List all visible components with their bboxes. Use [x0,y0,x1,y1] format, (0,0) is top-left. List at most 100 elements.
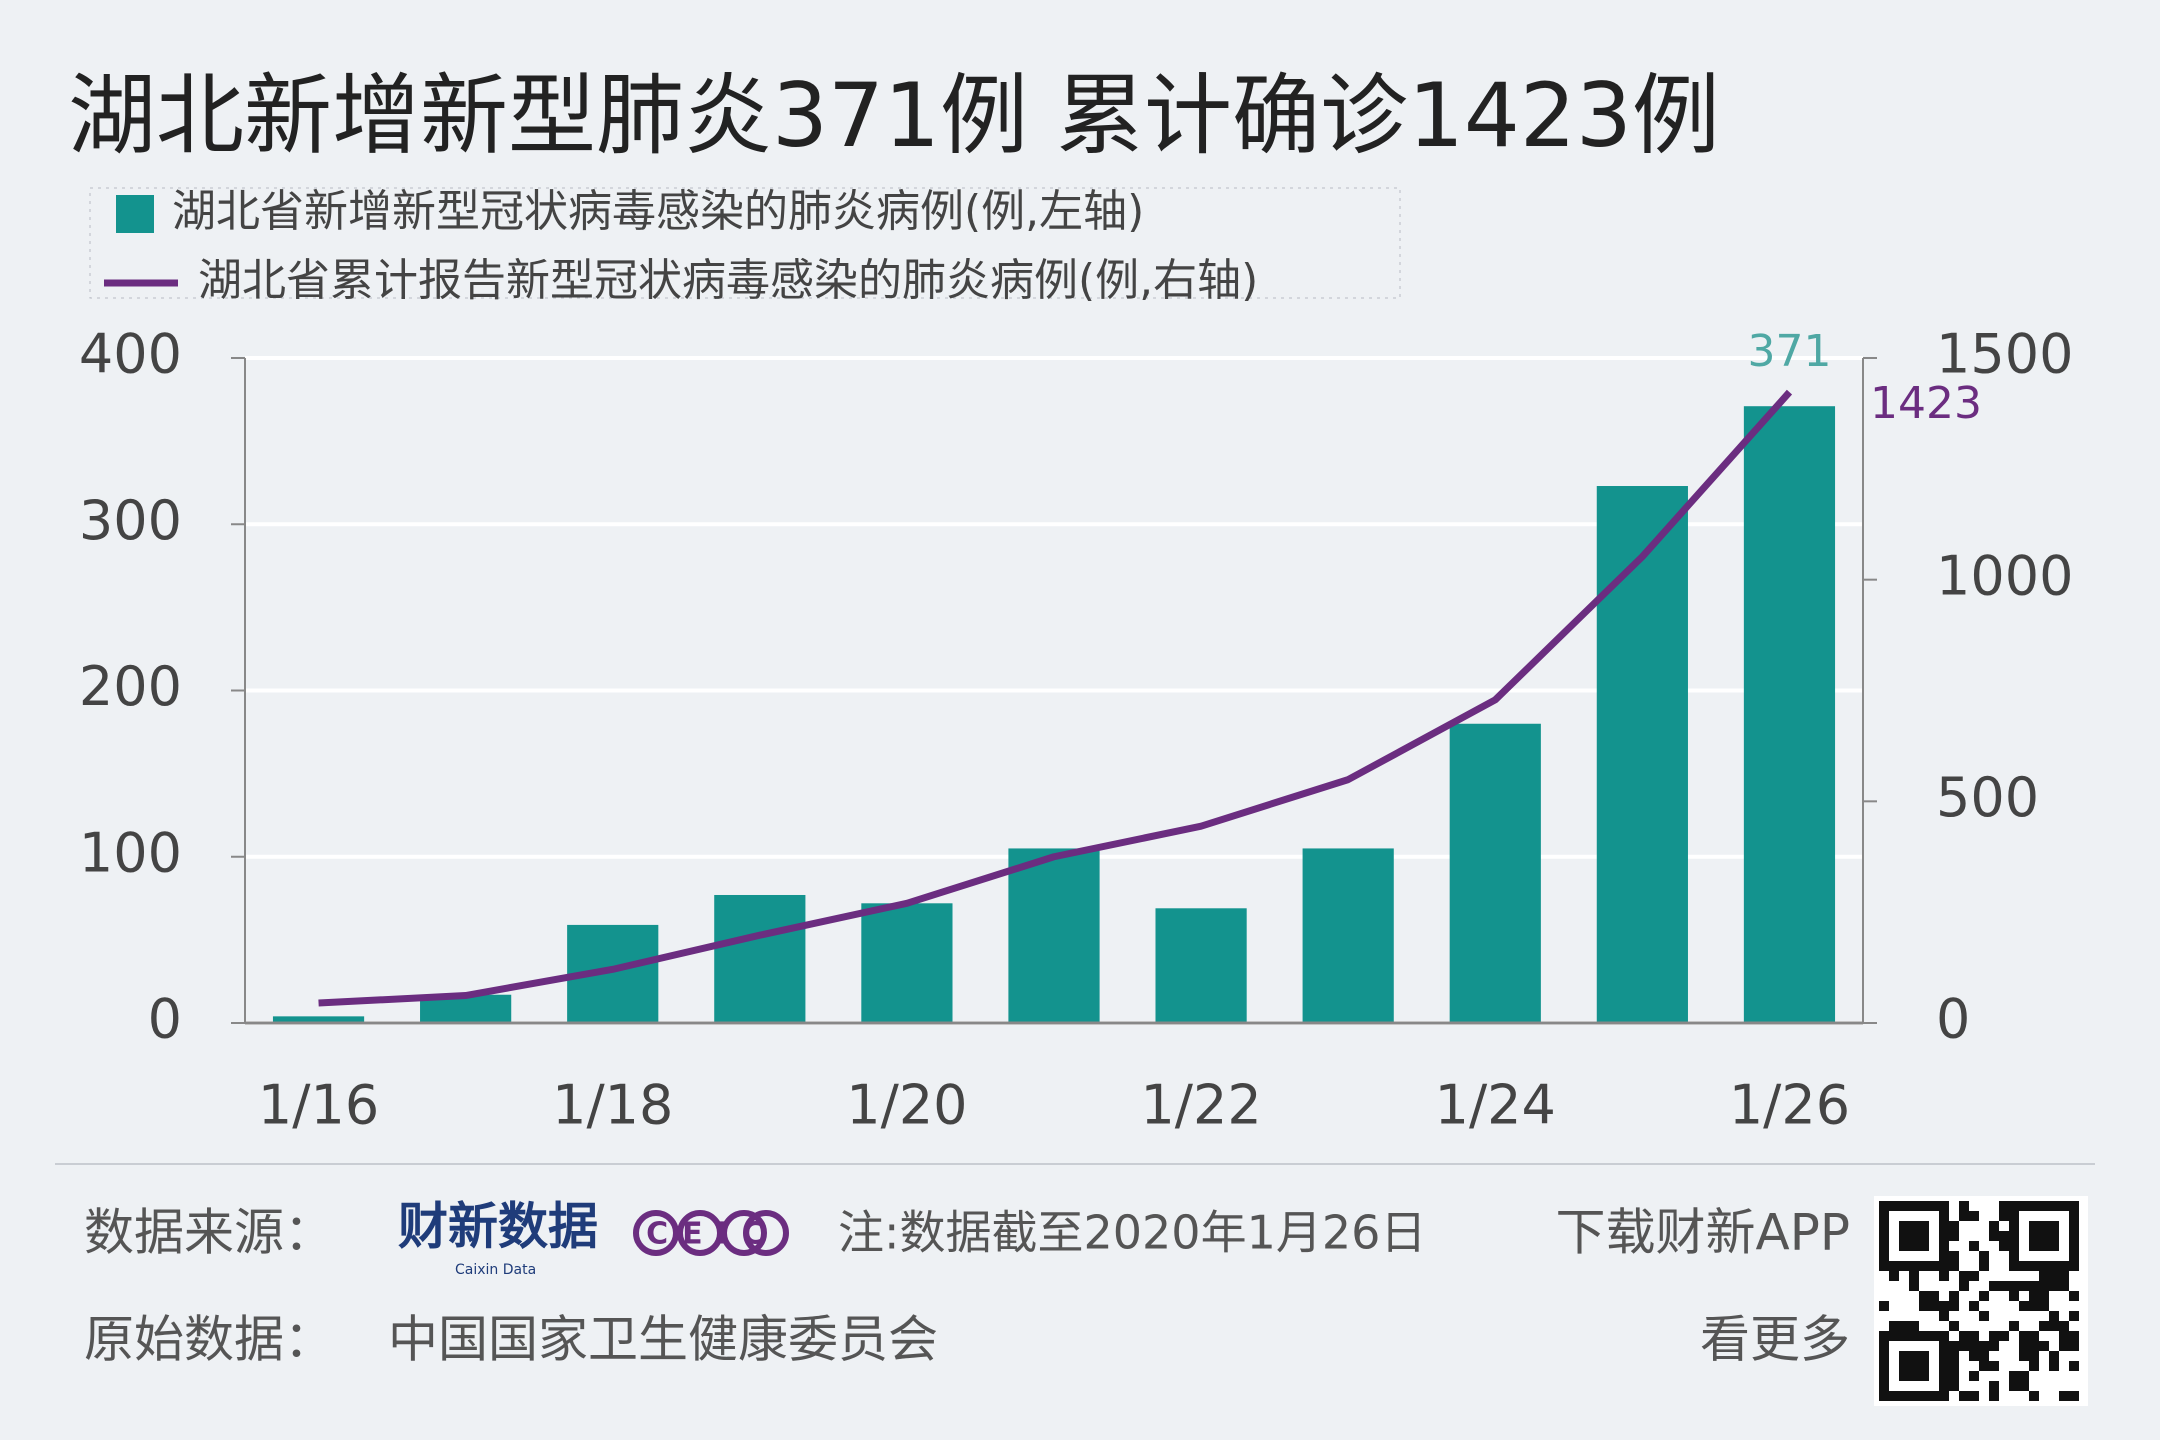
y-tick-label: 300 [79,489,182,552]
qr-cell [1999,1331,2009,1341]
note: 注:数据截至2020年1月26日 [838,1206,1426,1260]
qr-cell [1979,1351,1989,1361]
qr-cell [1919,1301,1929,1311]
data-label: 371 [1747,326,1831,377]
qr-cell [1979,1291,1989,1301]
qr-cell [1969,1301,1979,1311]
qr-cell [2039,1341,2049,1351]
y2-tick-label: 500 [1936,766,2039,829]
qr-cell [1949,1351,1959,1361]
qr-cell [2019,1331,2029,1341]
qr-cell [2029,1301,2039,1311]
bar [1302,848,1394,1023]
x-tick-label: 1/20 [846,1074,967,1137]
qr-cell [2029,1281,2039,1291]
x-tick-label: 1/22 [1140,1074,1261,1137]
qr-cell [2059,1391,2069,1401]
x-tick-label: 1/24 [1435,1074,1556,1137]
qr-cell [2069,1341,2079,1351]
qr-cell [1889,1321,1899,1331]
logo-ring [633,1210,679,1256]
qr-cell [1989,1231,1999,1241]
qr-cell [2059,1321,2069,1331]
qr-cell [1979,1251,1989,1261]
y2-tick-label: 1000 [1936,544,2073,607]
qr-cell [2049,1321,2059,1331]
qr-cell [2049,1281,2059,1291]
qr-cell [1909,1271,1919,1281]
bar [1743,406,1836,1023]
qr-cell [2029,1291,2039,1301]
qr-cell [2009,1381,2019,1391]
qr-finder [1879,1201,1949,1271]
line [318,389,1793,1007]
qr-cell [1989,1361,1999,1371]
qr-cell [2029,1391,2039,1401]
qr-cell [2039,1281,2049,1291]
raw-source: 中国国家卫生健康委员会 [388,1311,938,1369]
data-label: 1423 [1870,378,1982,429]
download: 下载财新APP [1555,1204,1850,1262]
qr-cell [1969,1331,1979,1341]
qr-cell [1959,1201,1969,1211]
qr-cell [1989,1331,1999,1341]
qr-cell [1889,1271,1899,1281]
qr-cell [1909,1321,1919,1331]
qr-cell [1879,1301,1889,1311]
qr-cell [2049,1361,2059,1371]
legend-label: 湖北省累计报告新型冠状病毒感染的肺炎病例(例,右轴) [198,255,1258,306]
qr-cell [2039,1291,2049,1301]
qr-cell [1949,1361,1959,1371]
qr-cell [2059,1271,2069,1281]
source-label: 数据来源： [84,1204,334,1262]
y2-tick-label: 0 [1936,988,1970,1051]
qr-cell [2059,1341,2069,1351]
ceic-text: CEIC [646,1217,778,1252]
logo-ring [743,1210,789,1256]
qr-cell [2049,1311,2059,1321]
qr-finder [1879,1331,1949,1401]
qr-cell [2039,1301,2049,1311]
x-tick-label: 1/16 [258,1074,379,1137]
qr-cell [2029,1331,2039,1341]
x-tick-label: 1/26 [1729,1074,1850,1137]
y-tick-label: 0 [148,988,182,1051]
qr-cell [2019,1281,2029,1291]
qr-cell [2029,1361,2039,1371]
qr-cell [2019,1371,2029,1381]
qr-code [1874,1196,2088,1406]
qr-cell [1989,1281,1999,1291]
qr-cell [2039,1271,2049,1281]
bar [861,903,953,1023]
qr-cell [1929,1291,1939,1301]
qr-finder-core [1899,1351,1929,1381]
qr-cell [1999,1201,2009,1211]
qr-cell [1989,1341,1999,1351]
bar [1155,908,1247,1023]
logo-ring [677,1210,723,1256]
qr-cell [1939,1301,1949,1311]
qr-cell [1969,1371,1979,1381]
qr-cell [1959,1391,1969,1401]
qr-cell [1989,1391,1999,1401]
qr-cell [1969,1391,1979,1401]
qr-cell [1949,1301,1959,1311]
qr-finder-core [2029,1221,2059,1251]
qr-cell [1959,1271,1969,1281]
qr-cell [1959,1331,1969,1341]
qr-cell [1939,1311,1949,1321]
qr-cell [1969,1211,1979,1221]
qr-cell [1969,1341,1979,1351]
qr-cell [2029,1351,2039,1361]
qr-cell [1999,1231,2009,1241]
y-tick-label: 200 [79,655,182,718]
qr-cell [1909,1281,1919,1291]
logo-ring [721,1210,767,1256]
qr-cell [2059,1331,2069,1341]
y-tick-label: 400 [79,323,182,386]
qr-cell [2019,1351,2029,1361]
legend: 湖北省新增新型冠状病毒感染的肺炎病例(例,左轴) 湖北省累计报告新型冠状病毒感染的… [104,186,1258,306]
qr-cell [1969,1351,1979,1361]
qr-cell [2069,1331,2079,1341]
